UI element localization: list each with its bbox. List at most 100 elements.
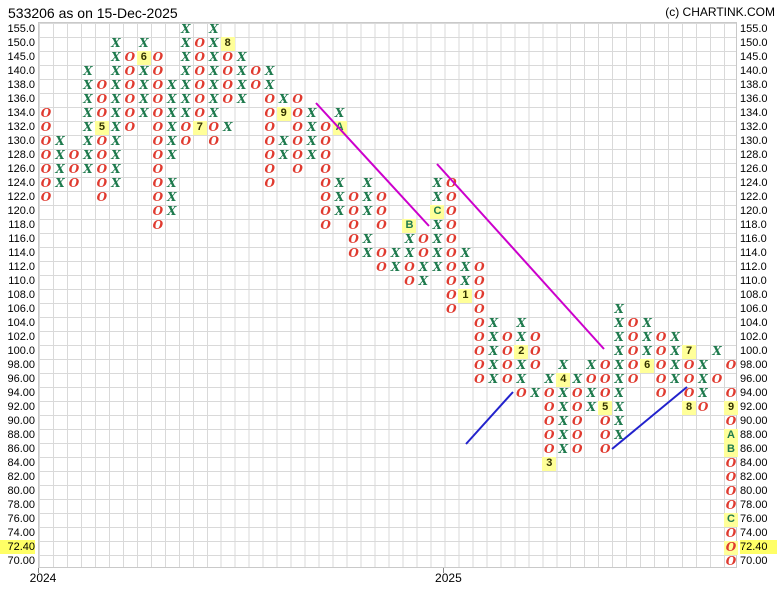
pf-o-mark: O bbox=[124, 120, 136, 134]
pf-x-mark: X bbox=[181, 50, 191, 64]
pf-o-mark: O bbox=[683, 372, 695, 386]
pf-x-mark: X bbox=[334, 106, 345, 120]
pf-o-mark: O bbox=[152, 50, 164, 64]
pf-o-mark: O bbox=[152, 64, 164, 78]
pf-month-marker: 6 bbox=[640, 359, 655, 373]
y-axis-label-left: 116.0 bbox=[8, 233, 35, 245]
pf-o-mark: O bbox=[194, 78, 205, 92]
pf-o-mark: O bbox=[152, 148, 164, 162]
pf-x-mark: X bbox=[670, 358, 680, 372]
pf-x-mark: X bbox=[167, 106, 177, 120]
pf-o-mark: O bbox=[152, 106, 164, 120]
y-axis-label-right: 98.00 bbox=[740, 359, 768, 371]
pf-x-mark: X bbox=[390, 246, 401, 260]
pf-x-mark: X bbox=[404, 246, 415, 260]
pf-x-mark: X bbox=[279, 148, 289, 162]
pf-o-mark: O bbox=[222, 78, 233, 92]
pf-o-mark: O bbox=[599, 372, 611, 386]
pf-o-mark: O bbox=[446, 288, 457, 302]
pf-x-mark: X bbox=[83, 106, 93, 120]
pf-month-marker: 9 bbox=[724, 401, 739, 415]
pf-x-mark: X bbox=[167, 190, 177, 204]
pf-x-mark: X bbox=[432, 190, 443, 204]
pf-o-mark: O bbox=[68, 148, 80, 162]
y-axis-label-left: 114.0 bbox=[8, 247, 35, 259]
pf-o-mark: O bbox=[264, 134, 275, 148]
pf-o-mark: O bbox=[446, 232, 457, 246]
pf-o-mark: O bbox=[152, 176, 164, 190]
pf-x-mark: X bbox=[167, 204, 177, 218]
pf-o-mark: O bbox=[96, 78, 108, 92]
pf-x-mark: X bbox=[279, 92, 289, 106]
pf-o-mark: O bbox=[68, 162, 80, 176]
pf-o-mark: O bbox=[725, 554, 737, 568]
pf-o-mark: O bbox=[725, 526, 737, 540]
pf-x-mark: X bbox=[83, 148, 93, 162]
y-axis-label-left: 136.0 bbox=[7, 93, 35, 105]
y-axis-label-right: 92.00 bbox=[740, 401, 768, 413]
pf-x-mark: X bbox=[167, 78, 177, 92]
pf-x-mark: X bbox=[488, 358, 499, 372]
y-axis-label-left: 88.00 bbox=[7, 429, 35, 441]
pf-x-mark: X bbox=[181, 22, 191, 36]
pf-x-mark: X bbox=[670, 344, 680, 358]
y-axis-label-right: 96.00 bbox=[740, 373, 768, 385]
pf-x-mark: X bbox=[306, 134, 317, 148]
pf-o-mark: O bbox=[599, 414, 611, 428]
pf-o-mark: O bbox=[124, 64, 136, 78]
pf-x-mark: X bbox=[265, 78, 275, 92]
pf-o-mark: O bbox=[124, 78, 136, 92]
pf-x-mark: X bbox=[698, 372, 708, 386]
pf-o-mark: O bbox=[725, 386, 737, 400]
pf-x-mark: X bbox=[181, 92, 191, 106]
pf-month-marker: 3 bbox=[542, 457, 557, 471]
pf-x-mark: X bbox=[362, 204, 373, 218]
pf-o-mark: O bbox=[627, 344, 639, 358]
pf-o-mark: O bbox=[516, 386, 527, 400]
pf-o-mark: O bbox=[152, 162, 164, 176]
pf-x-mark: X bbox=[139, 64, 149, 78]
pf-o-mark: O bbox=[40, 162, 52, 176]
pf-o-mark: O bbox=[320, 162, 331, 176]
pf-x-mark: X bbox=[460, 246, 471, 260]
pf-o-mark: O bbox=[474, 316, 485, 330]
pf-o-mark: O bbox=[655, 358, 667, 372]
pf-x-mark: X bbox=[488, 372, 499, 386]
pf-o-mark: O bbox=[222, 92, 233, 106]
x-axis-year-label: 2024 bbox=[29, 571, 57, 585]
pf-o-mark: O bbox=[544, 414, 555, 428]
pf-o-mark: O bbox=[530, 330, 541, 344]
pf-o-mark: O bbox=[264, 176, 275, 190]
pf-o-mark: O bbox=[222, 64, 233, 78]
pf-x-mark: X bbox=[362, 176, 373, 190]
pf-o-mark: O bbox=[320, 176, 331, 190]
pf-o-mark: O bbox=[320, 120, 331, 134]
pf-o-mark: O bbox=[376, 190, 387, 204]
pf-o-mark: O bbox=[446, 260, 457, 274]
pf-x-mark: X bbox=[614, 372, 624, 386]
pf-x-mark: X bbox=[544, 372, 554, 386]
pf-x-mark: X bbox=[209, 106, 219, 120]
pf-o-mark: O bbox=[572, 414, 583, 428]
y-axis-label-right: 112.0 bbox=[740, 261, 767, 273]
pf-x-mark: X bbox=[83, 120, 93, 134]
y-axis-label-right: 102.0 bbox=[740, 331, 768, 343]
pf-x-mark: X bbox=[460, 260, 471, 274]
y-axis-label-left: 84.00 bbox=[7, 457, 35, 469]
y-axis-label-right: 120.0 bbox=[740, 205, 768, 217]
pf-o-mark: O bbox=[572, 428, 583, 442]
pf-o-mark: O bbox=[320, 148, 331, 162]
pf-month-marker: C bbox=[430, 205, 445, 219]
pf-x-mark: X bbox=[558, 400, 568, 414]
pf-o-mark: O bbox=[376, 218, 387, 232]
y-axis-label-left: 128.0 bbox=[7, 149, 35, 161]
pf-o-mark: O bbox=[502, 372, 513, 386]
pf-o-mark: O bbox=[724, 540, 739, 555]
pf-x-mark: X bbox=[83, 162, 93, 176]
pf-o-mark: O bbox=[474, 344, 485, 358]
pf-x-mark: X bbox=[111, 106, 121, 120]
pf-x-mark: X bbox=[362, 246, 373, 260]
pf-x-mark: X bbox=[111, 162, 121, 176]
y-axis-label-right: 76.00 bbox=[740, 513, 768, 525]
